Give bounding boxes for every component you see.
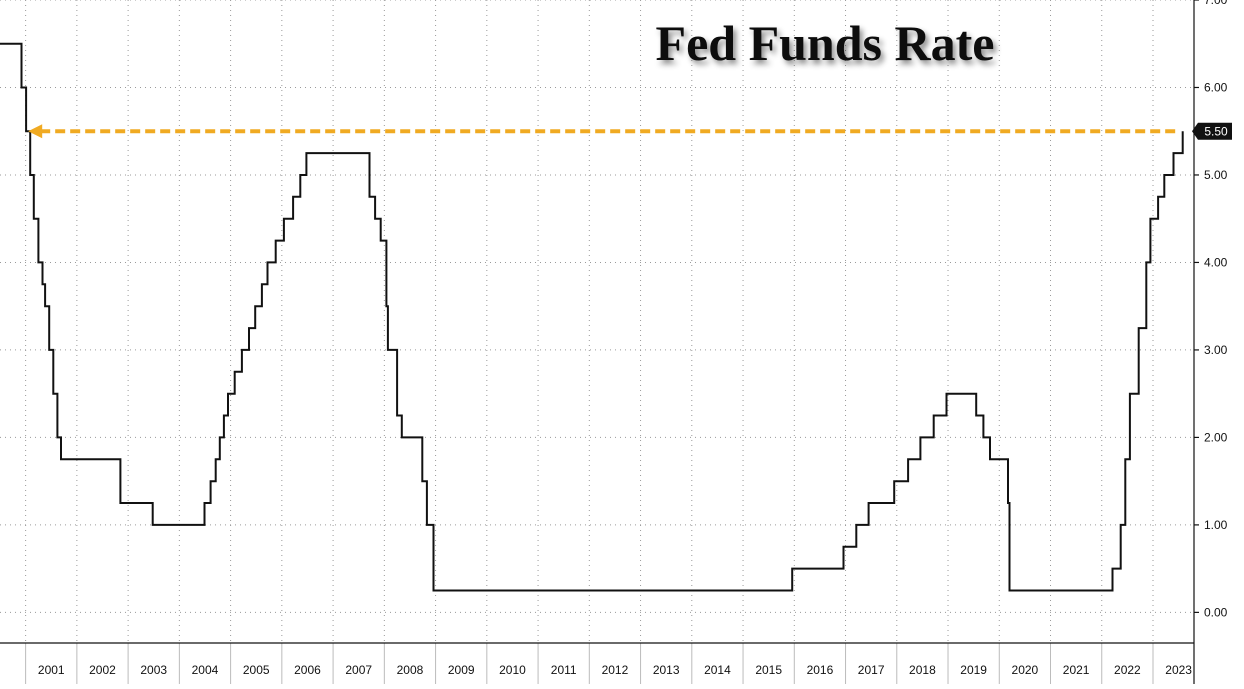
- x-tick-label: 2021: [1063, 663, 1090, 677]
- x-tick-label: 2017: [858, 663, 885, 677]
- y-tick-label: 1.00: [1204, 518, 1228, 532]
- reference-line-layer: 5.50: [28, 122, 1232, 140]
- y-tick-label: 3.00: [1204, 343, 1228, 357]
- x-tick-label: 2004: [192, 663, 219, 677]
- y-tick-label: 0.00: [1204, 605, 1228, 619]
- grid-lines: [0, 0, 1194, 643]
- x-tick-label: 2001: [38, 663, 65, 677]
- y-tick-label: 7.00: [1204, 0, 1228, 7]
- x-tick-label: 2020: [1012, 663, 1039, 677]
- x-tick-label: 2014: [704, 663, 731, 677]
- chart-title: Fed Funds Rate: [656, 15, 995, 71]
- x-tick-label: 2006: [294, 663, 321, 677]
- x-tick-label: 2007: [345, 663, 372, 677]
- x-tick-label: 2023: [1165, 663, 1192, 677]
- axes: 0.00 1.00 2.00 3.00 4.00 5.00 6.00 7.00 2001 2002…: [0, 0, 1228, 684]
- x-tick-label: 2019: [960, 663, 987, 677]
- x-tick-label: 2002: [89, 663, 116, 677]
- value-badge-label: 5.50: [1204, 125, 1228, 139]
- reference-arrow-head: [28, 124, 43, 139]
- y-tick-label: 5.00: [1204, 168, 1228, 182]
- series-layer: [0, 42, 1184, 592]
- x-tick-label: 2022: [1114, 663, 1141, 677]
- y-tick-label: 4.00: [1204, 255, 1228, 269]
- x-tick-label: 2003: [140, 663, 167, 677]
- x-tick-label: 2011: [551, 663, 577, 677]
- x-tick-label: 2010: [499, 663, 526, 677]
- x-tick-label: 2016: [807, 663, 834, 677]
- value-badge: [1192, 122, 1232, 140]
- y-tick-label: 2.00: [1204, 430, 1228, 444]
- x-tick-label: 2015: [755, 663, 782, 677]
- x-tick-label: 2018: [909, 663, 936, 677]
- fed-funds-series-line: [0, 42, 1184, 592]
- x-tick-label: 2013: [653, 663, 680, 677]
- x-tick-label: 2009: [448, 663, 475, 677]
- x-tick-label: 2008: [397, 663, 424, 677]
- x-tick-label: 2005: [243, 663, 270, 677]
- y-tick-label: 6.00: [1204, 80, 1228, 94]
- x-tick-label: 2012: [602, 663, 629, 677]
